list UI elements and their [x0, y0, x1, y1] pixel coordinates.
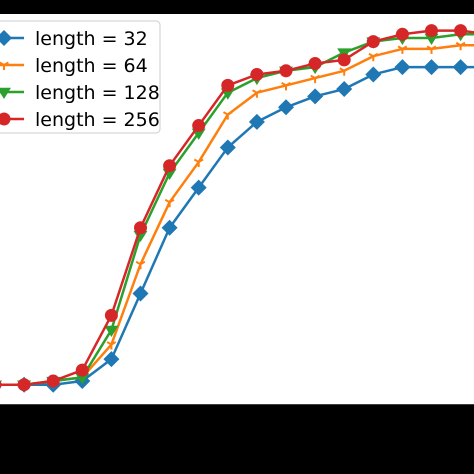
data-point — [395, 27, 409, 41]
data-point — [252, 89, 262, 98]
data-point — [222, 111, 233, 120]
data-point — [219, 139, 236, 156]
data-point — [135, 260, 146, 270]
data-point — [248, 113, 265, 130]
data-point — [278, 99, 294, 116]
data-point — [104, 308, 118, 322]
data-point — [161, 219, 178, 236]
legend-item: length = 64 — [0, 55, 148, 77]
legend-marker — [0, 61, 9, 70]
data-point — [46, 374, 60, 388]
chart-top-band — [0, 0, 474, 14]
legend-marker — [0, 30, 12, 46]
legend-marker — [0, 112, 11, 126]
data-point — [307, 88, 324, 105]
series-layer — [0, 24, 474, 393]
data-point — [424, 33, 439, 45]
data-point — [190, 179, 207, 196]
legend-item: length = 256 — [0, 109, 160, 131]
data-point — [17, 378, 31, 392]
data-point — [75, 363, 89, 377]
data-point — [368, 52, 379, 62]
series-4 — [0, 24, 474, 392]
data-point — [394, 59, 411, 76]
data-point — [134, 221, 147, 235]
data-point — [163, 159, 177, 173]
legend-label: length = 64 — [35, 55, 148, 77]
data-point — [132, 285, 149, 302]
data-point — [339, 67, 350, 76]
data-point — [193, 158, 204, 168]
series-1 — [0, 59, 474, 393]
data-point — [454, 24, 468, 38]
legend-label: length = 256 — [35, 109, 160, 131]
data-point — [104, 325, 119, 337]
data-point — [308, 57, 322, 70]
data-point — [365, 66, 382, 83]
legend: length = 32 length = 64 length = 128 length… — [0, 20, 161, 134]
data-point — [133, 230, 148, 243]
data-point — [250, 67, 264, 81]
data-point — [75, 373, 90, 385]
data-point — [336, 81, 353, 98]
legend-label: length = 32 — [35, 28, 148, 50]
chart-bottom-band — [0, 406, 474, 474]
legend-frame — [0, 20, 161, 134]
data-point — [366, 35, 380, 49]
legend-label: length = 128 — [35, 82, 160, 104]
data-point — [103, 351, 120, 368]
legend-item: length = 128 — [0, 82, 160, 104]
data-point — [106, 341, 117, 350]
data-point — [221, 78, 235, 92]
data-point — [452, 59, 469, 76]
data-point — [425, 24, 438, 38]
legend-item: length = 32 — [0, 28, 148, 50]
data-point — [397, 45, 408, 54]
data-point — [164, 198, 175, 208]
data-point — [423, 59, 440, 76]
data-point — [0, 380, 2, 389]
data-point — [426, 45, 437, 54]
legend-marker — [0, 87, 11, 99]
data-point — [337, 53, 351, 67]
data-point — [455, 41, 466, 51]
data-point — [310, 74, 320, 84]
data-point — [192, 119, 206, 133]
data-point — [279, 64, 293, 78]
data-point — [281, 82, 291, 91]
